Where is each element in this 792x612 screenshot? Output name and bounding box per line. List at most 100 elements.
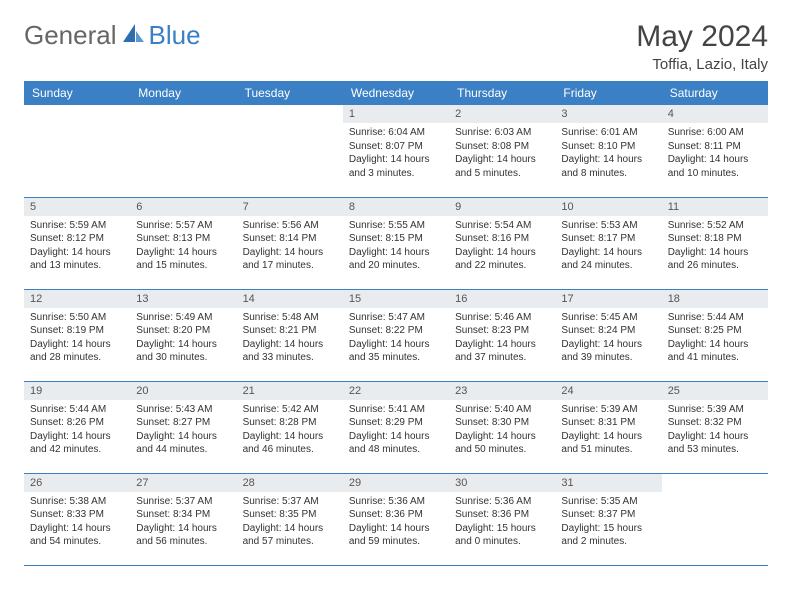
calendar-row: 5Sunrise: 5:59 AMSunset: 8:12 PMDaylight… — [24, 197, 768, 289]
logo-text-2: Blue — [149, 20, 201, 51]
day-number: 29 — [343, 474, 449, 492]
location: Toffia, Lazio, Italy — [636, 56, 768, 73]
day-details: Sunrise: 5:56 AMSunset: 8:14 PMDaylight:… — [237, 216, 343, 279]
calendar-cell: 26Sunrise: 5:38 AMSunset: 8:33 PMDayligh… — [24, 473, 130, 565]
day-details: Sunrise: 5:37 AMSunset: 8:35 PMDaylight:… — [237, 492, 343, 555]
day-details: Sunrise: 5:40 AMSunset: 8:30 PMDaylight:… — [449, 400, 555, 463]
day-details: Sunrise: 5:36 AMSunset: 8:36 PMDaylight:… — [449, 492, 555, 555]
weekday-header: Saturday — [662, 81, 768, 105]
day-number: 4 — [662, 105, 768, 123]
weekday-header: Thursday — [449, 81, 555, 105]
calendar-cell: .. — [130, 105, 236, 197]
calendar-cell: 6Sunrise: 5:57 AMSunset: 8:13 PMDaylight… — [130, 197, 236, 289]
calendar-cell: 24Sunrise: 5:39 AMSunset: 8:31 PMDayligh… — [555, 381, 661, 473]
calendar-cell: 5Sunrise: 5:59 AMSunset: 8:12 PMDaylight… — [24, 197, 130, 289]
calendar-cell: .. — [662, 473, 768, 565]
day-details: Sunrise: 5:48 AMSunset: 8:21 PMDaylight:… — [237, 308, 343, 371]
calendar-body: ......1Sunrise: 6:04 AMSunset: 8:07 PMDa… — [24, 105, 768, 565]
day-number: 19 — [24, 382, 130, 400]
calendar-row: 12Sunrise: 5:50 AMSunset: 8:19 PMDayligh… — [24, 289, 768, 381]
calendar-cell: 2Sunrise: 6:03 AMSunset: 8:08 PMDaylight… — [449, 105, 555, 197]
calendar-cell: 1Sunrise: 6:04 AMSunset: 8:07 PMDaylight… — [343, 105, 449, 197]
day-details: Sunrise: 6:03 AMSunset: 8:08 PMDaylight:… — [449, 123, 555, 186]
day-number: 6 — [130, 198, 236, 216]
day-number: 26 — [24, 474, 130, 492]
logo-sail-icon — [121, 20, 145, 51]
day-details: Sunrise: 5:44 AMSunset: 8:26 PMDaylight:… — [24, 400, 130, 463]
day-number: 15 — [343, 290, 449, 308]
day-number: 18 — [662, 290, 768, 308]
calendar-row: 26Sunrise: 5:38 AMSunset: 8:33 PMDayligh… — [24, 473, 768, 565]
day-number: 17 — [555, 290, 661, 308]
day-details: Sunrise: 5:50 AMSunset: 8:19 PMDaylight:… — [24, 308, 130, 371]
calendar-cell: 14Sunrise: 5:48 AMSunset: 8:21 PMDayligh… — [237, 289, 343, 381]
weekday-header-row: SundayMondayTuesdayWednesdayThursdayFrid… — [24, 81, 768, 105]
day-details: Sunrise: 5:37 AMSunset: 8:34 PMDaylight:… — [130, 492, 236, 555]
day-number: 14 — [237, 290, 343, 308]
calendar-cell: .. — [237, 105, 343, 197]
day-number: 11 — [662, 198, 768, 216]
title-block: May 2024 Toffia, Lazio, Italy — [636, 20, 768, 73]
day-details: Sunrise: 5:53 AMSunset: 8:17 PMDaylight:… — [555, 216, 661, 279]
day-number: 23 — [449, 382, 555, 400]
day-number: 30 — [449, 474, 555, 492]
day-number: 20 — [130, 382, 236, 400]
day-number: 1 — [343, 105, 449, 123]
day-number: 7 — [237, 198, 343, 216]
weekday-header: Tuesday — [237, 81, 343, 105]
calendar-cell: 11Sunrise: 5:52 AMSunset: 8:18 PMDayligh… — [662, 197, 768, 289]
day-details: Sunrise: 5:55 AMSunset: 8:15 PMDaylight:… — [343, 216, 449, 279]
calendar-cell: 25Sunrise: 5:39 AMSunset: 8:32 PMDayligh… — [662, 381, 768, 473]
calendar-cell: 28Sunrise: 5:37 AMSunset: 8:35 PMDayligh… — [237, 473, 343, 565]
day-details: Sunrise: 5:59 AMSunset: 8:12 PMDaylight:… — [24, 216, 130, 279]
day-details: Sunrise: 5:39 AMSunset: 8:31 PMDaylight:… — [555, 400, 661, 463]
calendar-row: ......1Sunrise: 6:04 AMSunset: 8:07 PMDa… — [24, 105, 768, 197]
day-number: 9 — [449, 198, 555, 216]
day-number: 31 — [555, 474, 661, 492]
calendar-cell: 10Sunrise: 5:53 AMSunset: 8:17 PMDayligh… — [555, 197, 661, 289]
calendar-cell: 18Sunrise: 5:44 AMSunset: 8:25 PMDayligh… — [662, 289, 768, 381]
calendar-cell: 22Sunrise: 5:41 AMSunset: 8:29 PMDayligh… — [343, 381, 449, 473]
day-details: Sunrise: 5:49 AMSunset: 8:20 PMDaylight:… — [130, 308, 236, 371]
calendar-cell: 21Sunrise: 5:42 AMSunset: 8:28 PMDayligh… — [237, 381, 343, 473]
day-details: Sunrise: 5:42 AMSunset: 8:28 PMDaylight:… — [237, 400, 343, 463]
day-details: Sunrise: 5:44 AMSunset: 8:25 PMDaylight:… — [662, 308, 768, 371]
calendar-cell: .. — [24, 105, 130, 197]
calendar-cell: 19Sunrise: 5:44 AMSunset: 8:26 PMDayligh… — [24, 381, 130, 473]
day-number: 3 — [555, 105, 661, 123]
day-number: 21 — [237, 382, 343, 400]
calendar-cell: 23Sunrise: 5:40 AMSunset: 8:30 PMDayligh… — [449, 381, 555, 473]
calendar-cell: 17Sunrise: 5:45 AMSunset: 8:24 PMDayligh… — [555, 289, 661, 381]
calendar-cell: 4Sunrise: 6:00 AMSunset: 8:11 PMDaylight… — [662, 105, 768, 197]
day-number: 10 — [555, 198, 661, 216]
logo-text-1: General — [24, 20, 117, 51]
calendar-cell: 3Sunrise: 6:01 AMSunset: 8:10 PMDaylight… — [555, 105, 661, 197]
day-details: Sunrise: 5:47 AMSunset: 8:22 PMDaylight:… — [343, 308, 449, 371]
day-number: 8 — [343, 198, 449, 216]
weekday-header: Friday — [555, 81, 661, 105]
calendar-cell: 7Sunrise: 5:56 AMSunset: 8:14 PMDaylight… — [237, 197, 343, 289]
calendar-cell: 8Sunrise: 5:55 AMSunset: 8:15 PMDaylight… — [343, 197, 449, 289]
day-details: Sunrise: 5:57 AMSunset: 8:13 PMDaylight:… — [130, 216, 236, 279]
day-details: Sunrise: 6:01 AMSunset: 8:10 PMDaylight:… — [555, 123, 661, 186]
weekday-header: Sunday — [24, 81, 130, 105]
header: General Blue May 2024 Toffia, Lazio, Ita… — [24, 20, 768, 73]
weekday-header: Monday — [130, 81, 236, 105]
day-details: Sunrise: 5:54 AMSunset: 8:16 PMDaylight:… — [449, 216, 555, 279]
weekday-header: Wednesday — [343, 81, 449, 105]
calendar-cell: 31Sunrise: 5:35 AMSunset: 8:37 PMDayligh… — [555, 473, 661, 565]
day-number: 28 — [237, 474, 343, 492]
calendar-cell: 29Sunrise: 5:36 AMSunset: 8:36 PMDayligh… — [343, 473, 449, 565]
calendar-cell: 16Sunrise: 5:46 AMSunset: 8:23 PMDayligh… — [449, 289, 555, 381]
day-number: 25 — [662, 382, 768, 400]
calendar-row: 19Sunrise: 5:44 AMSunset: 8:26 PMDayligh… — [24, 381, 768, 473]
calendar-cell: 20Sunrise: 5:43 AMSunset: 8:27 PMDayligh… — [130, 381, 236, 473]
calendar-cell: 15Sunrise: 5:47 AMSunset: 8:22 PMDayligh… — [343, 289, 449, 381]
day-details: Sunrise: 5:35 AMSunset: 8:37 PMDaylight:… — [555, 492, 661, 555]
day-details: Sunrise: 5:38 AMSunset: 8:33 PMDaylight:… — [24, 492, 130, 555]
day-number: 13 — [130, 290, 236, 308]
calendar-cell: 27Sunrise: 5:37 AMSunset: 8:34 PMDayligh… — [130, 473, 236, 565]
day-details: Sunrise: 5:41 AMSunset: 8:29 PMDaylight:… — [343, 400, 449, 463]
day-number: 12 — [24, 290, 130, 308]
calendar-table: SundayMondayTuesdayWednesdayThursdayFrid… — [24, 81, 768, 566]
